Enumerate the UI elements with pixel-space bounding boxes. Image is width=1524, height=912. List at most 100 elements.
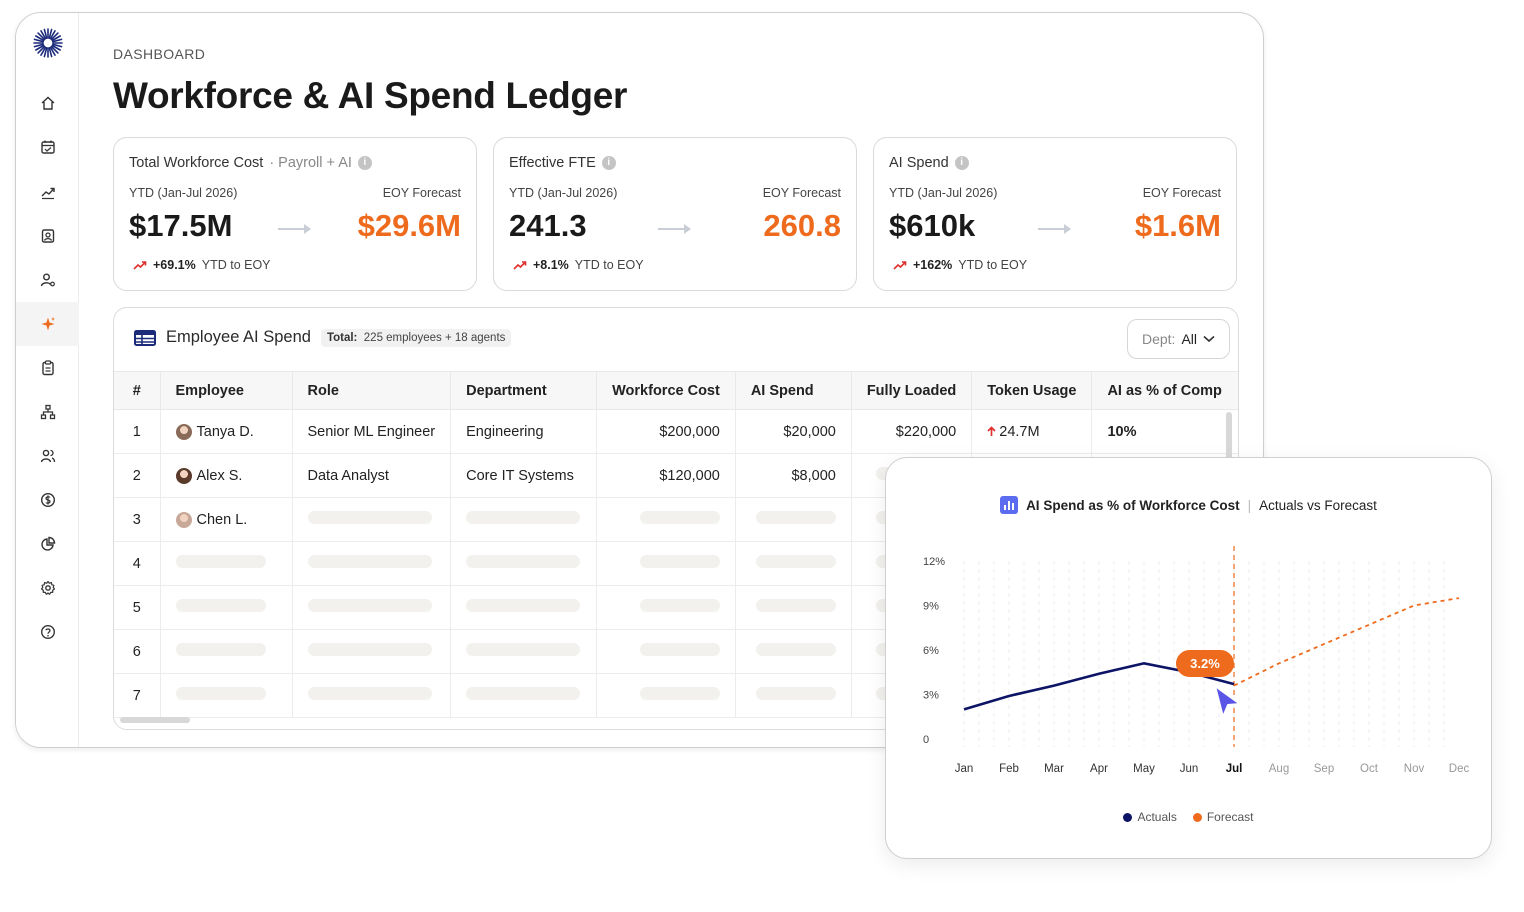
column-header-employee[interactable]: Employee bbox=[160, 371, 293, 410]
card-title: Effective FTE i bbox=[509, 155, 616, 171]
delta-row: +162% YTD to EOY bbox=[893, 258, 1027, 272]
column-header-fully-loaded[interactable]: Fully Loaded bbox=[851, 371, 973, 410]
loading-skeleton bbox=[175, 599, 266, 612]
info-icon[interactable]: i bbox=[601, 156, 616, 170]
home-icon bbox=[41, 96, 54, 110]
sidebar-item-id-card[interactable] bbox=[16, 214, 79, 258]
cell-department: Engineering bbox=[450, 409, 598, 454]
employee-name: Tanya D. bbox=[196, 423, 254, 440]
delta-value: +69.1% bbox=[153, 258, 196, 272]
column-header-ai-pct[interactable]: AI as % of Comp bbox=[1091, 371, 1238, 410]
chart-legend: Actuals Forecast bbox=[886, 810, 1491, 824]
table-icon bbox=[134, 329, 156, 346]
series-line-forecast bbox=[1233, 597, 1460, 687]
brand-logo-icon bbox=[33, 28, 63, 58]
info-icon[interactable]: i bbox=[357, 156, 372, 170]
avatar bbox=[175, 467, 192, 484]
sidebar-item-trending[interactable] bbox=[16, 170, 79, 214]
cell-role bbox=[292, 673, 452, 718]
eoy-label: EOY Forecast bbox=[762, 186, 841, 200]
sidebar-item-clipboard[interactable] bbox=[16, 346, 79, 390]
loading-skeleton bbox=[639, 555, 720, 568]
breadcrumb: DASHBOARD bbox=[113, 46, 206, 62]
cell-idx: 4 bbox=[114, 541, 161, 586]
org-chart-icon bbox=[40, 404, 55, 420]
arrow-right-icon bbox=[1038, 224, 1071, 234]
card-title-text: AI Spend bbox=[889, 155, 949, 171]
loading-skeleton bbox=[307, 599, 432, 612]
column-header-idx[interactable]: # bbox=[114, 371, 161, 410]
sidebar-item-users[interactable] bbox=[16, 434, 79, 478]
delta-label: YTD to EOY bbox=[958, 258, 1028, 272]
cell-employee bbox=[160, 541, 293, 586]
chart-header: AI Spend as % of Workforce Cost | Actual… bbox=[886, 496, 1491, 514]
legend-item-forecast[interactable]: Forecast bbox=[1192, 810, 1254, 824]
cell-role: Senior ML Engineer bbox=[292, 409, 452, 454]
loading-skeleton bbox=[639, 643, 720, 656]
loading-skeleton bbox=[307, 687, 432, 700]
legend-label: Actuals bbox=[1137, 810, 1177, 824]
trending-up-icon bbox=[513, 261, 527, 270]
loading-skeleton bbox=[307, 643, 432, 656]
sidebar-item-dollar[interactable] bbox=[16, 478, 79, 522]
x-tick-label: Apr bbox=[1090, 763, 1108, 775]
sidebar-item-help[interactable] bbox=[16, 610, 79, 654]
delta-value: +162% bbox=[913, 258, 953, 272]
horizontal-scrollbar[interactable] bbox=[120, 717, 190, 723]
sidebar-item-calendar[interactable] bbox=[16, 125, 79, 169]
trending-up-icon bbox=[133, 261, 147, 270]
cell-ai-spend: $8,000 bbox=[735, 453, 852, 498]
chart-popup: AI Spend as % of Workforce Cost | Actual… bbox=[885, 457, 1492, 859]
sidebar-item-pie-chart[interactable] bbox=[16, 522, 79, 566]
trending-up-icon bbox=[893, 261, 907, 270]
sidebar-item-user-settings[interactable] bbox=[16, 258, 79, 302]
loading-skeleton bbox=[755, 687, 836, 700]
gear-icon bbox=[40, 580, 55, 595]
sidebar-item-sparkle[interactable] bbox=[16, 302, 79, 346]
legend-label: Forecast bbox=[1206, 810, 1254, 824]
sparkle-icon bbox=[41, 317, 55, 331]
arrow-up-icon bbox=[987, 426, 996, 436]
cell-employee: Tanya D. bbox=[160, 409, 293, 454]
loading-skeleton bbox=[755, 511, 836, 524]
column-header-workforce-cost[interactable]: Workforce Cost bbox=[596, 371, 736, 410]
column-header-token-usage[interactable]: Token Usage bbox=[971, 371, 1093, 410]
sidebar-item-org-chart[interactable] bbox=[16, 390, 79, 434]
info-icon[interactable]: i bbox=[954, 156, 969, 170]
y-tick-label: 12% bbox=[923, 556, 945, 568]
sidebar-item-home[interactable] bbox=[16, 81, 79, 125]
column-header-role[interactable]: Role bbox=[292, 371, 452, 410]
cell-fully-loaded: $220,000 bbox=[851, 409, 973, 454]
calendar-icon bbox=[40, 140, 55, 154]
employee-name: Alex S. bbox=[196, 467, 243, 484]
cell-department bbox=[450, 673, 598, 718]
loading-skeleton bbox=[755, 555, 836, 568]
cell-idx: 6 bbox=[114, 629, 161, 674]
cell-idx: 7 bbox=[114, 673, 161, 718]
dept-filter-dropdown[interactable]: Dept: All bbox=[1126, 319, 1230, 359]
legend-item-actuals[interactable]: Actuals bbox=[1123, 810, 1177, 824]
trending-icon bbox=[41, 187, 55, 200]
employee-table: # Employee Role Department Workforce Cost AI … bbox=[114, 371, 1238, 718]
vertical-scrollbar[interactable] bbox=[1226, 412, 1232, 462]
table-row[interactable]: 1 Tanya D. Senior ML Engineer Engineering $2… bbox=[114, 409, 1238, 454]
y-tick-label: 0 bbox=[923, 734, 929, 746]
card-subtitle: · Payroll + AI bbox=[269, 155, 352, 171]
loading-skeleton bbox=[466, 643, 581, 656]
eoy-value: 260.8 bbox=[763, 208, 841, 243]
column-header-department[interactable]: Department bbox=[450, 371, 598, 410]
x-tick-label: Dec bbox=[1449, 763, 1470, 775]
delta-label: YTD to EOY bbox=[574, 258, 644, 272]
cell-workforce-cost bbox=[596, 673, 736, 718]
column-header-ai-spend[interactable]: AI Spend bbox=[735, 371, 852, 410]
y-tick-label: 3% bbox=[923, 690, 939, 702]
app-window: DASHBOARD Workforce & AI Spend Ledger To… bbox=[15, 12, 1264, 748]
loading-skeleton bbox=[639, 511, 720, 524]
cell-idx: 2 bbox=[114, 453, 161, 498]
loading-skeleton bbox=[466, 599, 581, 612]
cell-workforce-cost bbox=[596, 629, 736, 674]
cell-ai-spend bbox=[735, 673, 852, 718]
sidebar-item-gear[interactable] bbox=[16, 566, 79, 610]
cell-workforce-cost bbox=[596, 497, 736, 542]
cell-employee: Chen L. bbox=[160, 497, 293, 542]
